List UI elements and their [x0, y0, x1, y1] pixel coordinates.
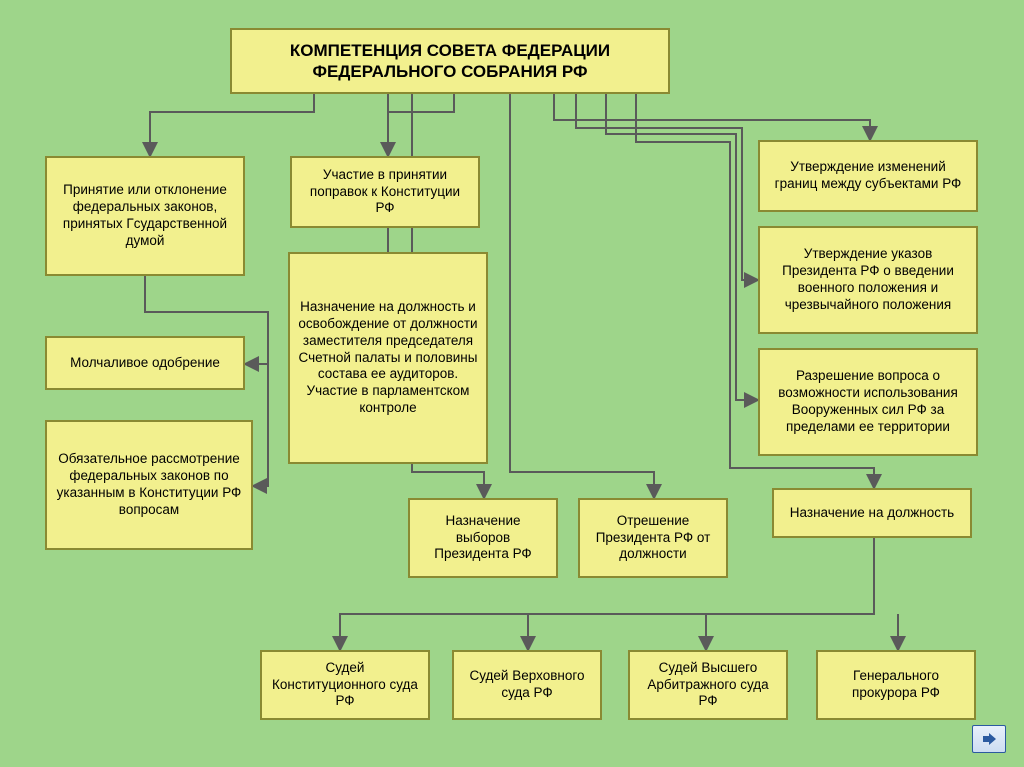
box-president-removal: Отрешение Президента РФ от должности	[578, 498, 728, 578]
box-armed-forces: Разрешение вопроса о возможности использ…	[758, 348, 978, 456]
next-button[interactable]	[972, 725, 1006, 753]
box-prosecutor-general: Генерального прокурора РФ	[816, 650, 976, 720]
box-election-appointment: Назначение выборов Президента РФ	[408, 498, 558, 578]
box-arbitration-judges: Судей Высшего Арбитражного суда РФ	[628, 650, 788, 720]
box-law-adoption: Принятие или отклонение федеральных зако…	[45, 156, 245, 276]
box-silent-approval: Молчаливое одобрение	[45, 336, 245, 390]
box-amendments: Участие в принятии поправок к Конституци…	[290, 156, 480, 228]
box-presidential-decrees: Утверждение указов Президента РФ о введе…	[758, 226, 978, 334]
box-supreme-judges: Судей Верховного суда РФ	[452, 650, 602, 720]
box-mandatory-review: Обязательное рассмотрение федеральных за…	[45, 420, 253, 550]
box-appointment: Назначение на должность	[772, 488, 972, 538]
diagram-title: КОМПЕТЕНЦИЯ СОВЕТА ФЕДЕРАЦИИ ФЕДЕРАЛЬНОГ…	[230, 28, 670, 94]
box-border-changes: Утверждение изменений границ между субъе…	[758, 140, 978, 212]
box-constitutional-judges: Судей Конституционного суда РФ	[260, 650, 430, 720]
arrow-right-icon	[981, 732, 997, 746]
box-audit-chamber: Назначение на должность и освобождение о…	[288, 252, 488, 464]
